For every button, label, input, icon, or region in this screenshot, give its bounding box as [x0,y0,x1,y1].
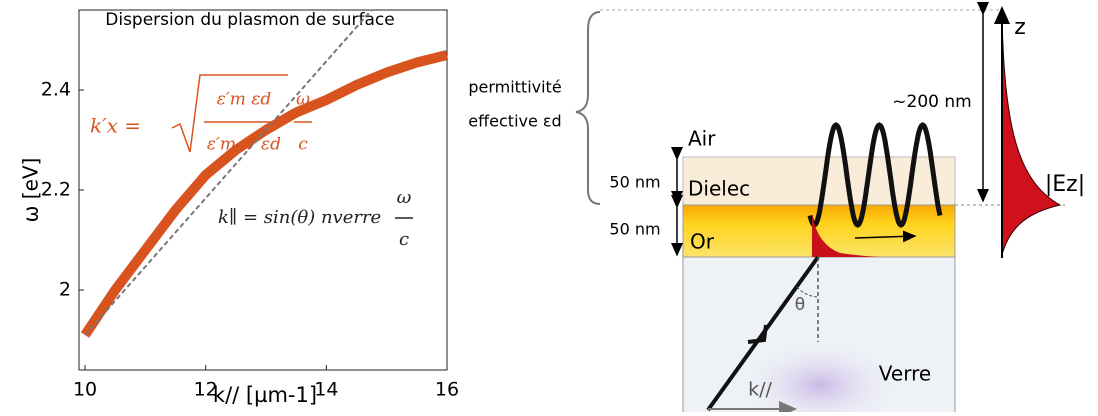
label: 50 nm [609,220,660,239]
label: z [1014,15,1026,40]
series-line [84,9,373,336]
formula-text: ε′m εd [217,90,272,110]
dispersion-chart: Dispersion du plasmon de surface k// [µm… [19,9,459,407]
y-tick-label: 2 [59,279,71,301]
field-profile [1001,19,1062,256]
label: k// [748,379,772,401]
label: Air [688,127,716,151]
sqrt-sign [171,74,288,153]
formula-text: ω [296,90,310,110]
x-tick-label: 12 [194,379,218,401]
label: |Ez| [1045,172,1085,197]
formula-text: ε′m + εd [207,135,281,155]
x-tick-label: 16 [435,379,459,401]
glow [740,340,900,416]
label: Or [690,230,715,254]
formula-text: k∥ = sin(θ) nverre [218,207,381,228]
x-axis-label: k// [µm-1] [213,383,317,407]
ray-arrow [747,324,768,344]
label: Dielec [688,177,750,201]
brace [575,11,601,205]
formula-text: ω [397,187,412,208]
y-axis-label: ω [eV] [19,158,43,223]
wave [807,122,943,228]
label: ~200 nm [892,92,971,112]
plot-frame [78,9,448,371]
x-tick-label: 14 [314,379,338,401]
evanescent-field [812,215,880,257]
label: Verre [879,362,931,386]
x-tick-label: 10 [73,379,97,401]
label: 50 nm [609,173,660,192]
formula-text: c [399,229,409,250]
arrow [854,230,917,243]
chart-title: Dispersion du plasmon de surface [105,10,394,30]
label: θ [795,295,805,315]
label: effective εd [468,112,561,131]
angle-arc [796,286,819,298]
formula-text: c [298,135,308,155]
y-tick-label: 2.4 [41,79,71,101]
formula-text: k′x = [90,114,141,138]
y-tick-label: 2.2 [41,179,71,201]
diagram: permittivité effective εd 50 nm 50 nm Ai… [468,2,1085,416]
label: permittivité [468,78,561,97]
